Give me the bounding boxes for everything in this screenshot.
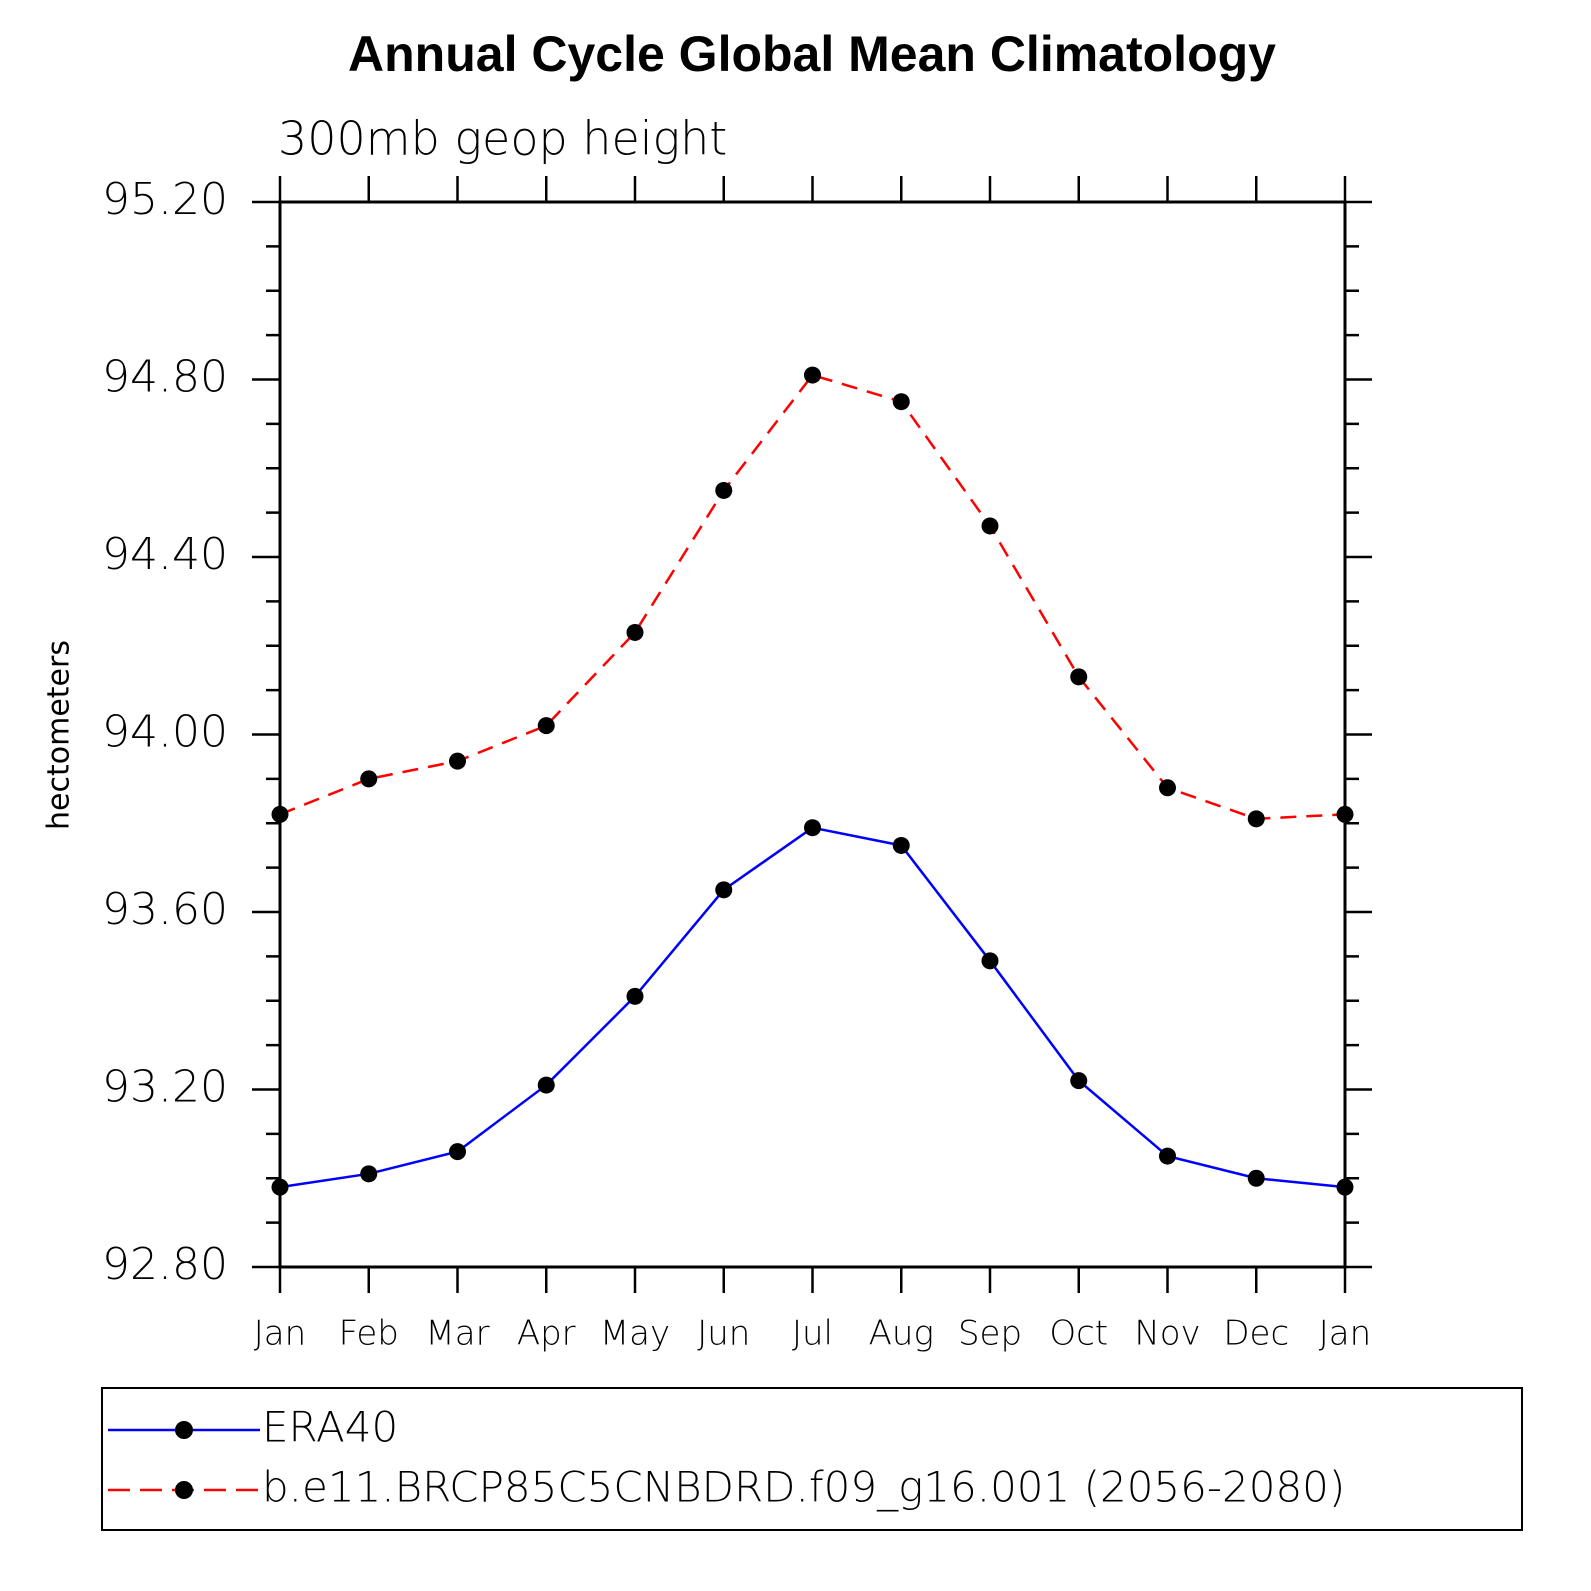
legend-marker [175, 1481, 193, 1499]
x-tick-label: Mar [425, 1314, 489, 1354]
y-tick-label: 95.20 [102, 174, 228, 225]
data-point [892, 393, 910, 411]
data-point [1336, 1178, 1354, 1196]
y-tick-label: 93.60 [102, 884, 228, 935]
y-tick-label: 92.80 [102, 1239, 228, 1290]
x-tick-label: Jun [697, 1314, 750, 1354]
x-tick-label: Jan [1319, 1314, 1371, 1354]
x-tick-label: Jan [254, 1314, 306, 1354]
data-point [892, 836, 910, 854]
y-tick-label: 94.80 [102, 352, 228, 403]
data-point [1159, 779, 1176, 797]
data-point [271, 1178, 289, 1196]
x-tick-label: Nov [1134, 1314, 1200, 1354]
legend-label: ERA40 [262, 1403, 398, 1452]
data-point [1159, 1147, 1176, 1165]
y-axis-label: hectometers [42, 640, 77, 830]
data-point [449, 752, 466, 770]
data-point [626, 623, 644, 641]
x-tick-label: Apr [517, 1314, 576, 1354]
series-line [279, 826, 1346, 1189]
data-point [981, 952, 999, 970]
x-tick-label: Oct [1049, 1314, 1108, 1354]
data-point [804, 819, 821, 837]
x-tick-label: Sep [958, 1314, 1022, 1354]
chart-title: Annual Cycle Global Mean Climatology [348, 26, 1276, 82]
data-point [1070, 668, 1088, 686]
y-tick-label: 94.40 [102, 529, 228, 580]
x-tick-label: Jul [792, 1314, 833, 1354]
y-tick-label: 93.20 [102, 1062, 228, 1113]
data-point [449, 1143, 466, 1161]
data-point [537, 1076, 555, 1094]
x-tick-label: Dec [1223, 1314, 1289, 1354]
x-tick-label: May [600, 1314, 670, 1354]
y-tick-label: 94.00 [102, 707, 228, 758]
data-point [1070, 1072, 1088, 1090]
series-line [279, 373, 1346, 821]
data-point [1336, 805, 1354, 823]
data-point [537, 717, 555, 735]
legend-label: b.e11.BRCP85C5CNBDRD.f09_g16.001 (2056-2… [262, 1463, 1345, 1512]
legend-box [101, 1387, 1523, 1531]
legend-marker [175, 1421, 193, 1439]
data-point [271, 805, 289, 823]
subtitle: 300mb geop height [278, 112, 727, 166]
data-point [715, 481, 733, 499]
data-point [804, 366, 821, 384]
data-point [715, 881, 733, 899]
x-tick-label: Feb [339, 1314, 399, 1354]
plot-frame [278, 200, 1347, 1269]
data-point [626, 987, 644, 1005]
data-point [360, 770, 378, 788]
data-point [1247, 810, 1265, 828]
data-point [981, 517, 999, 535]
x-tick-label: Aug [869, 1314, 934, 1354]
data-point [1247, 1169, 1265, 1187]
data-point [360, 1165, 378, 1183]
